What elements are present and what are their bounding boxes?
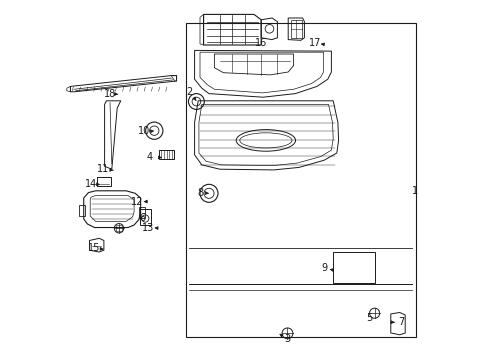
Text: 15: 15 — [88, 243, 100, 253]
Text: 14: 14 — [85, 179, 97, 189]
Text: 7: 7 — [398, 317, 405, 327]
Text: 17: 17 — [309, 38, 321, 48]
Text: 2: 2 — [186, 87, 192, 97]
Text: 12: 12 — [131, 197, 143, 207]
Text: 5: 5 — [366, 312, 372, 323]
Text: 9: 9 — [321, 263, 327, 273]
Text: 6: 6 — [139, 213, 146, 223]
Bar — [140, 209, 151, 225]
Text: 10: 10 — [138, 126, 150, 136]
Text: 18: 18 — [104, 89, 116, 99]
Text: 11: 11 — [97, 164, 109, 174]
Text: 1: 1 — [412, 186, 418, 196]
Text: 8: 8 — [197, 188, 203, 198]
Bar — [79, 205, 85, 216]
Bar — [98, 177, 111, 186]
Text: 3: 3 — [284, 334, 291, 344]
Bar — [186, 23, 416, 337]
Text: 16: 16 — [255, 38, 268, 48]
Bar — [159, 150, 174, 159]
Bar — [139, 207, 145, 218]
Text: 13: 13 — [142, 222, 154, 233]
Bar — [333, 252, 374, 283]
Text: 4: 4 — [147, 152, 153, 162]
Bar — [117, 225, 122, 231]
